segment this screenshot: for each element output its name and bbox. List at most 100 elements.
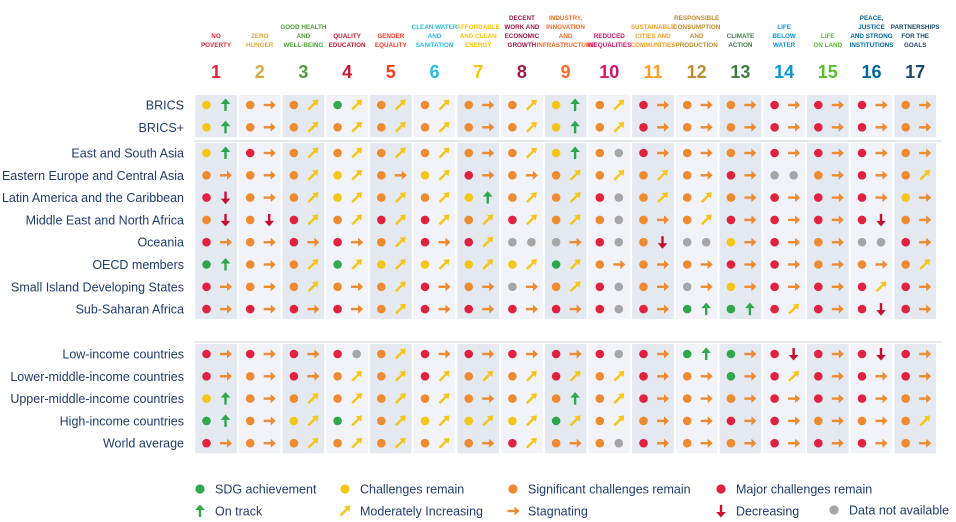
moderately-increasing-arrow (526, 99, 537, 111)
moderately-increasing-arrow (482, 259, 494, 270)
data-not-available-dot (551, 237, 561, 247)
significant-challenges-dot (639, 416, 648, 426)
major-challenges-dot (857, 100, 867, 110)
significant-challenges-dot (726, 193, 736, 202)
major-challenges-dot (770, 394, 779, 403)
achievement-dot (726, 304, 736, 314)
challenges-dot (333, 193, 342, 202)
stagnating-arrow (831, 122, 844, 132)
significant-challenges-dot (377, 148, 386, 158)
stagnating-arrow (744, 349, 757, 359)
goal-name-line: ZERO (251, 33, 269, 40)
significant-challenges-dot (245, 100, 255, 110)
significant-challenges-dot (202, 215, 211, 225)
major-challenges-dot (464, 304, 474, 314)
significant-challenges-dot (377, 349, 386, 359)
stagnating-arrow (700, 371, 713, 381)
major-challenges-dot (814, 148, 823, 158)
significant-challenges-dot (377, 171, 386, 180)
moderately-increasing-arrow (700, 214, 712, 226)
column-band (501, 344, 543, 454)
column-band (719, 95, 762, 138)
moderately-increasing-arrow (394, 437, 406, 449)
goal-name-line: GROWTH (508, 42, 537, 49)
stagnating-arrow (831, 416, 844, 426)
goal-name-line: LIFE (821, 33, 835, 40)
achievement-dot (682, 304, 692, 314)
moderately-increasing-arrow (569, 192, 581, 203)
significant-challenges-dot (420, 193, 430, 202)
significant-challenges-dot (420, 100, 430, 110)
major-challenges-dot (857, 394, 867, 403)
stagnating-arrow (613, 260, 626, 269)
on-track-arrow (220, 258, 231, 271)
goal-name-line: ON LAND (813, 42, 842, 49)
moderately-increasing-arrow (919, 169, 931, 181)
stagnating-arrow (875, 148, 888, 158)
stagnating-arrow (657, 371, 669, 381)
on-track-arrow (220, 392, 231, 405)
row-separators (194, 140, 942, 343)
column-band (632, 143, 674, 320)
on-track-arrow (701, 302, 711, 316)
column-band (326, 344, 368, 454)
moderately-increasing-arrow (394, 303, 406, 315)
decreasing-arrow (220, 213, 231, 227)
significant-challenges-dot (551, 171, 561, 180)
moderately-increasing-arrow (394, 236, 406, 248)
moderately-increasing-arrow (394, 393, 406, 404)
goal-number: 8 (517, 62, 527, 82)
goal-name-line: POVERTY (201, 42, 232, 49)
major-challenges-dot (814, 100, 823, 110)
challenges-dot (551, 148, 561, 158)
trend-not-available-dot (614, 349, 624, 359)
moderately-increasing-arrow (438, 415, 450, 427)
goal-number: 6 (429, 62, 439, 82)
major-challenges-dot (333, 237, 342, 247)
major-challenges-dot (202, 438, 211, 448)
column-band (719, 143, 762, 320)
significant-challenges-dot (901, 123, 910, 132)
goal-name-line: AND (690, 33, 704, 40)
stagnating-arrow (482, 148, 495, 158)
significant-challenges-dot (245, 193, 255, 202)
achievement-dot (726, 349, 736, 359)
major-challenges-dot (508, 349, 517, 359)
stagnating-arrow (351, 237, 364, 247)
moderately-increasing-arrow (569, 370, 581, 382)
moderately-increasing-arrow (438, 169, 450, 181)
moderately-increasing-arrow (438, 214, 450, 226)
stagnating-arrow (700, 260, 713, 269)
moderately-increasing-arrow (526, 147, 537, 159)
on-track-arrow (220, 120, 231, 134)
legend-swatch-major-challenges-dot (716, 484, 726, 494)
stagnating-arrow (875, 371, 888, 381)
goal-name-line: INFRASTRUCTURE (537, 42, 595, 49)
significant-challenges-dot (551, 438, 561, 448)
data-not-available-dot (857, 237, 867, 247)
moderately-increasing-arrow (482, 236, 494, 248)
goal-name-line: ENERGY (465, 42, 492, 49)
stagnating-arrow (351, 282, 364, 292)
decreasing-arrow (657, 236, 668, 249)
major-challenges-dot (901, 237, 910, 247)
data-not-available-dot (508, 282, 517, 292)
major-challenges-dot (202, 237, 211, 247)
major-challenges-dot (857, 215, 867, 225)
achievement-dot (202, 260, 211, 269)
moderately-increasing-arrow (526, 214, 537, 226)
moderately-increasing-arrow (351, 121, 363, 133)
legend-swatch-decreasing-arrow (716, 505, 726, 518)
decreasing-arrow (788, 348, 799, 361)
major-challenges-dot (857, 438, 867, 448)
column-band (238, 95, 281, 138)
significant-challenges-dot (333, 438, 342, 448)
significant-challenges-dot (245, 394, 255, 403)
major-challenges-dot (464, 237, 474, 247)
decreasing-arrow (220, 191, 231, 205)
moderately-increasing-arrow (438, 99, 450, 111)
significant-challenges-dot (420, 148, 430, 158)
column-band (763, 95, 805, 138)
achievement-dot (333, 416, 342, 426)
column-band (588, 143, 631, 320)
